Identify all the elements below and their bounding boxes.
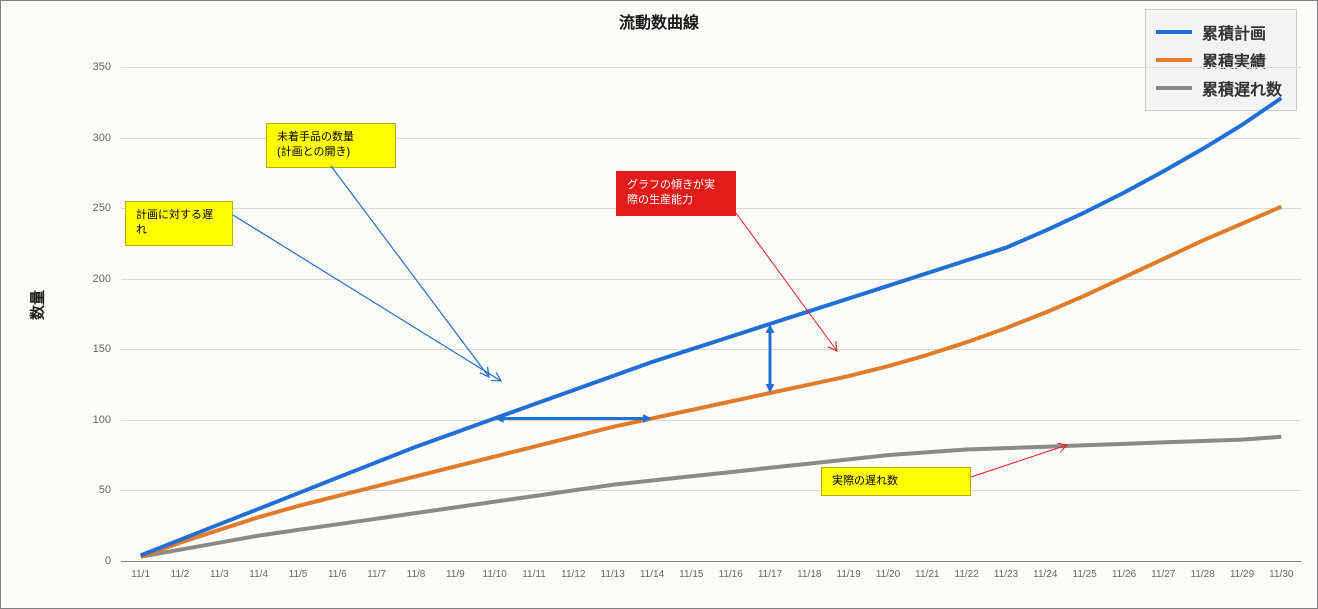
arrow-svg bbox=[1, 1, 1318, 609]
chart-container: 流動数曲線 累積計画累積実績累積遅れ数 数量 05010015020025030… bbox=[0, 0, 1318, 609]
